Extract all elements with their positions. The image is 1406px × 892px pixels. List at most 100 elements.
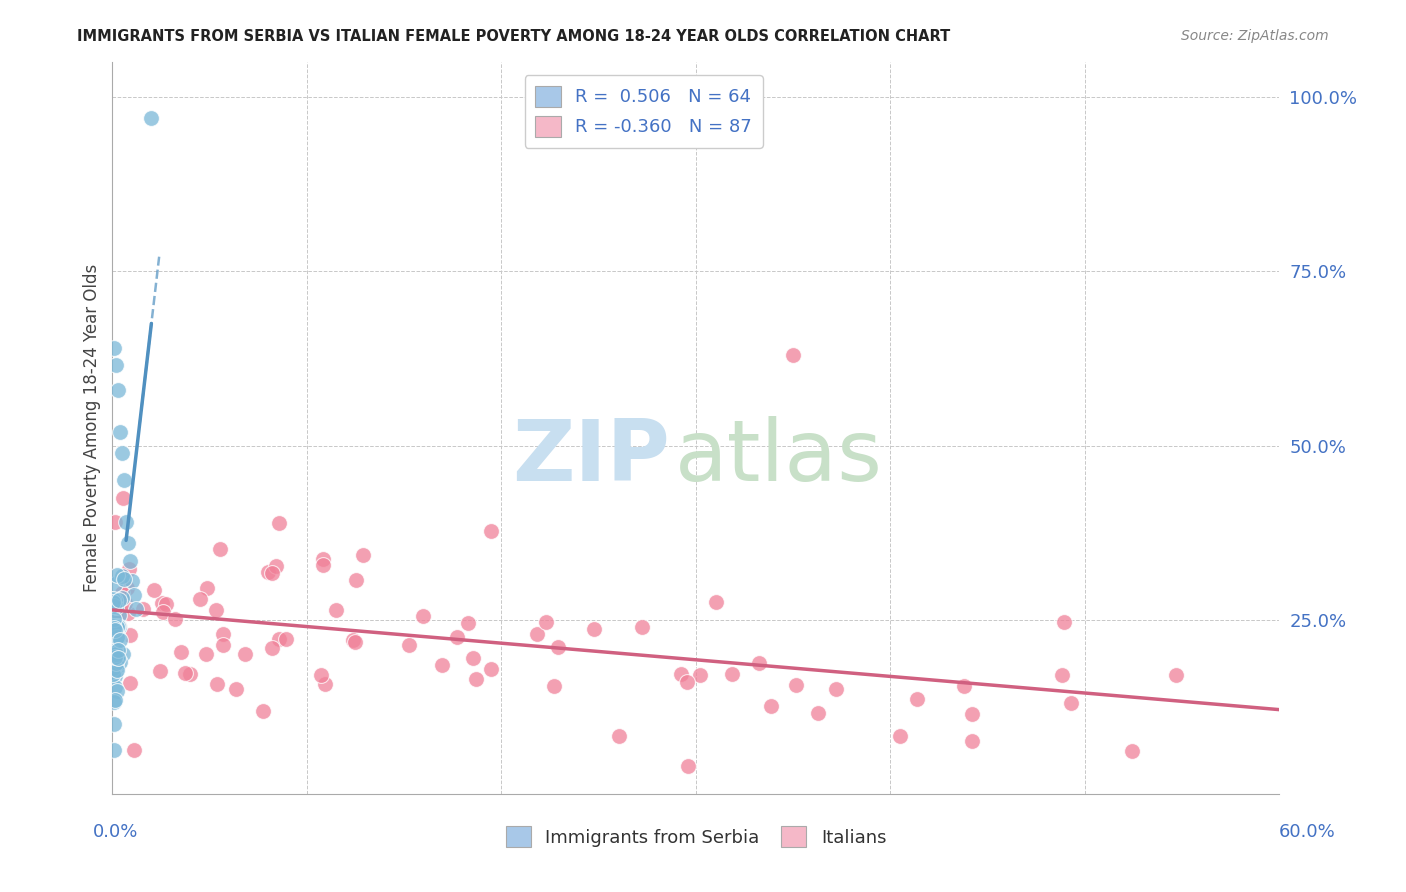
Point: [117, 607, 139, 621]
Point: [108, 608, 131, 623]
Point: [212, 638, 235, 652]
Point: [344, 573, 367, 587]
Point: [105, 599, 128, 614]
Point: [120, 628, 142, 642]
Point: [233, 647, 256, 661]
Point: [150, 596, 173, 610]
Point: [761, 698, 783, 713]
Point: [748, 657, 770, 671]
Point: [111, 491, 134, 505]
Y-axis label: Female Poverty Among 18-24 Year Olds: Female Poverty Among 18-24 Year Olds: [83, 264, 101, 592]
Point: [118, 553, 141, 567]
Point: [209, 542, 232, 557]
Point: [257, 565, 280, 579]
Point: [609, 729, 631, 743]
Point: [112, 572, 135, 586]
Point: [103, 743, 125, 757]
Point: [103, 595, 125, 609]
Point: [704, 595, 727, 609]
Point: [785, 678, 807, 692]
Point: [547, 640, 569, 654]
Text: 0.0%: 0.0%: [93, 822, 138, 840]
Point: [252, 704, 274, 718]
Point: [205, 676, 228, 690]
Point: [114, 596, 136, 610]
Point: [121, 574, 143, 589]
Point: [534, 615, 557, 629]
Point: [630, 620, 652, 634]
Point: [103, 612, 125, 626]
Point: [152, 605, 174, 619]
Point: [105, 620, 128, 634]
Point: [141, 111, 163, 125]
Point: [457, 615, 479, 630]
Point: [543, 679, 565, 693]
Point: [446, 630, 468, 644]
Point: [195, 647, 218, 661]
Point: [122, 588, 145, 602]
Point: [103, 599, 125, 614]
Text: 60.0%: 60.0%: [1279, 822, 1336, 840]
Point: [205, 603, 228, 617]
Point: [1164, 668, 1187, 682]
Point: [148, 664, 170, 678]
Point: [111, 591, 134, 605]
Point: [412, 608, 434, 623]
Point: [103, 592, 125, 607]
Point: [170, 645, 193, 659]
Point: [101, 667, 124, 681]
Point: [188, 591, 211, 606]
Point: [107, 618, 129, 632]
Point: [905, 692, 928, 706]
Point: [267, 632, 290, 646]
Point: [173, 666, 195, 681]
Point: [352, 548, 374, 562]
Point: [103, 618, 125, 632]
Point: [782, 348, 804, 362]
Point: [107, 649, 129, 664]
Point: [112, 474, 135, 488]
Point: [111, 569, 134, 583]
Point: [110, 633, 132, 648]
Point: [105, 359, 128, 373]
Point: [312, 552, 335, 566]
Point: [105, 655, 128, 669]
Point: [105, 630, 128, 644]
Point: [276, 632, 298, 646]
Point: [115, 515, 138, 529]
Point: [465, 673, 488, 687]
Point: [108, 593, 131, 607]
Text: atlas: atlas: [675, 416, 883, 499]
Point: [111, 647, 134, 661]
Point: [108, 655, 131, 669]
Point: [432, 658, 454, 673]
Point: [132, 602, 155, 616]
Point: [107, 643, 129, 657]
Point: [107, 630, 129, 644]
Point: [143, 582, 166, 597]
Point: [105, 663, 128, 677]
Point: [344, 634, 367, 648]
Point: [120, 676, 142, 690]
Point: [103, 641, 125, 656]
Point: [195, 581, 218, 595]
Point: [675, 674, 697, 689]
Point: [103, 623, 125, 637]
Point: [721, 666, 744, 681]
Text: Source: ZipAtlas.com: Source: ZipAtlas.com: [1181, 29, 1329, 43]
Point: [825, 681, 848, 696]
Point: [262, 640, 284, 655]
Point: [889, 729, 911, 743]
Point: [267, 516, 290, 531]
Point: [103, 680, 125, 694]
Point: [104, 635, 127, 649]
Legend: Immigrants from Serbia, Italians: Immigrants from Serbia, Italians: [498, 819, 894, 855]
Point: [107, 651, 129, 665]
Point: [104, 648, 127, 662]
Point: [108, 620, 131, 634]
Point: [104, 693, 127, 707]
Text: ZIP: ZIP: [513, 416, 671, 499]
Point: [479, 662, 502, 676]
Point: [689, 667, 711, 681]
Point: [342, 633, 364, 648]
